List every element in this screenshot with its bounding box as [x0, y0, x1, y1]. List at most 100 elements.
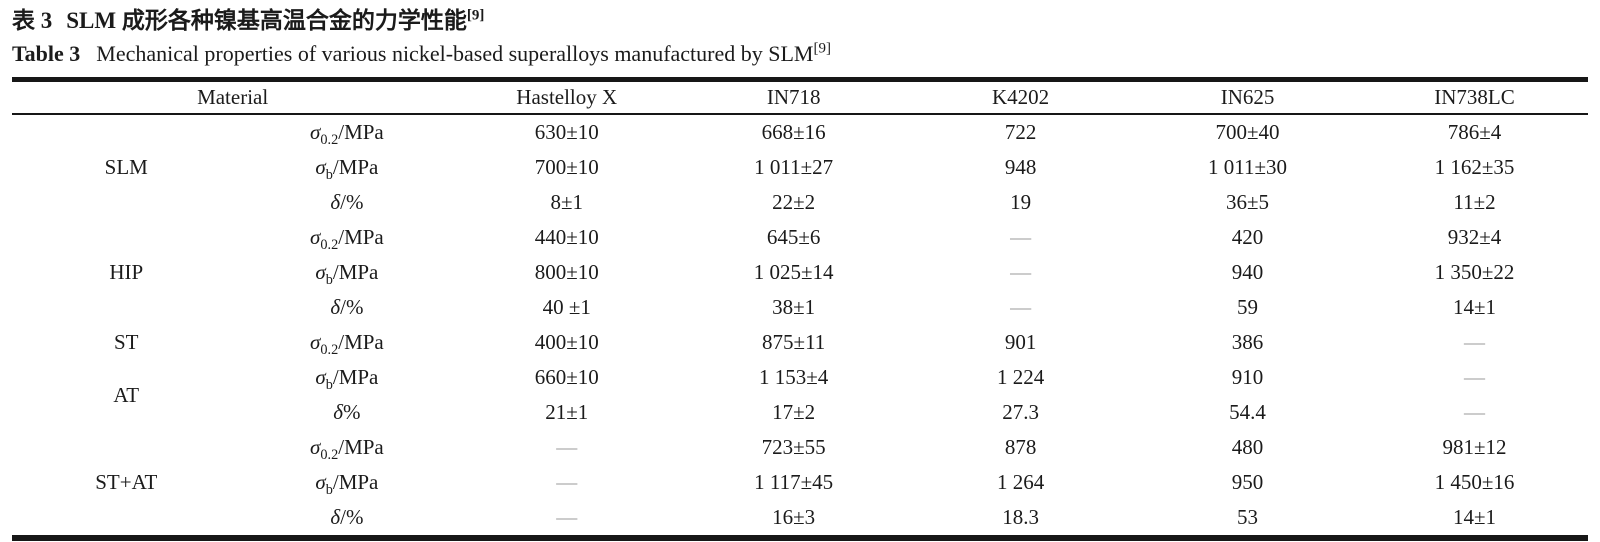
value-cell: 800±10 — [534, 260, 599, 284]
value-cell: 21±1 — [545, 400, 589, 424]
table-row: ST+AT σ0.2/MPa — 723±55 878 480 981±12 — [12, 430, 1588, 494]
value-cell: 19 — [1010, 190, 1032, 214]
value-cell: 645±6 — [766, 225, 821, 249]
property-label: σb/MPa — [315, 365, 379, 394]
value-cell: 440±10 — [534, 225, 599, 249]
property-label: σb/MPa — [315, 470, 379, 499]
value-cell: 400±10 — [534, 330, 599, 354]
value-cell: — — [1010, 260, 1032, 284]
col-header-hastelloy-x: Hastelloy X — [453, 79, 681, 115]
value-cell: 722 — [1004, 120, 1037, 144]
value-cell: 700±10 — [534, 155, 599, 179]
table-row: HIP σ0.2/MPa 440±10 645±6 — 420 932±4 — [12, 220, 1588, 284]
value-cell: 14±1 — [1452, 295, 1497, 319]
value-cell: 386 — [1231, 330, 1264, 354]
header-row: Material Hastelloy X IN718 K4202 IN625 I… — [12, 79, 1588, 115]
value-cell: 420 — [1231, 225, 1264, 249]
value-cell: 36±5 — [1226, 190, 1270, 214]
property-label: δ/% — [330, 190, 364, 214]
value-cell: 981±12 — [1442, 435, 1507, 459]
value-cell: 878 — [1004, 435, 1037, 459]
value-cell: 16±3 — [772, 505, 816, 529]
property-label: δ/% — [330, 505, 364, 529]
value-cell: 53 — [1237, 505, 1259, 529]
value-cell: 17±2 — [772, 400, 816, 424]
property-label: σ0.2/MPa — [310, 225, 384, 254]
table-row: δ% 21±1 17±2 27.3 54.4 — — [12, 395, 1588, 430]
value-cell: — — [556, 470, 578, 494]
value-cell: 22±2 — [772, 190, 816, 214]
table-row: δ/% — 16±3 18.3 53 14±1 — [12, 500, 1588, 538]
property-label: σb/MPa — [315, 260, 379, 289]
value-cell: 901 — [1004, 330, 1037, 354]
value-cell: 630±10 — [534, 120, 599, 144]
property-label: σ0.2/MPa — [310, 330, 384, 359]
value-cell: 11±2 — [1453, 190, 1496, 214]
value-cell: 1 264 — [996, 470, 1045, 494]
table-row: SLM σ0.2/MPa 630±10 668±16 722 700±40 786±4 — [12, 114, 1588, 179]
value-cell: 40 ±1 — [542, 295, 591, 319]
value-cell: 1 025±14 — [753, 260, 834, 284]
value-cell: 1 011±30 — [1208, 155, 1288, 179]
value-cell: 38±1 — [772, 295, 816, 319]
value-cell: 27.3 — [1002, 400, 1039, 424]
col-header-in738lc: IN738LC — [1361, 79, 1588, 115]
value-cell: 932±4 — [1447, 225, 1502, 249]
value-cell: 910 — [1231, 365, 1264, 389]
value-cell: — — [1464, 330, 1485, 354]
value-cell: — — [1464, 400, 1485, 424]
table-body: SLM σ0.2/MPa 630±10 668±16 722 700±40 786±4 σb/… — [12, 114, 1588, 538]
value-cell: — — [1464, 365, 1485, 389]
table-title-zh: 表 3 SLM 成形各种镍基高温合金的力学性能[9] — [12, 4, 1588, 37]
table-row: ST σ0.2/MPa 400±10 875±11 901 386 — — [12, 325, 1588, 360]
property-label: σ0.2/MPa — [310, 120, 384, 149]
value-cell: — — [1010, 225, 1032, 249]
value-cell: 660±10 — [534, 365, 599, 389]
citation-ref-zh: [9] — [466, 7, 485, 24]
table-row: δ/% 40 ±1 38±1 — 59 14±1 — [12, 290, 1588, 325]
property-label: δ/% — [330, 295, 364, 319]
value-cell: 950 — [1231, 470, 1264, 494]
property-label: σ0.2/MPa — [310, 435, 384, 464]
value-cell: 1 117±45 — [754, 470, 834, 494]
value-cell: 18.3 — [1002, 505, 1039, 529]
table-title-en-text: Mechanical properties of various nickel-… — [96, 41, 814, 66]
table-title-en: Table 3 Mechanical properties of various … — [12, 37, 1588, 70]
mechanical-properties-table: Material Hastelloy X IN718 K4202 IN625 I… — [12, 77, 1588, 541]
value-cell: 948 — [1004, 155, 1037, 179]
value-cell: — — [556, 435, 578, 459]
value-cell: 1 153±4 — [759, 365, 829, 389]
value-cell: 8±1 — [550, 190, 583, 214]
table-row: σb/MPa 800±10 1 025±14 — 940 1 350±22 — [12, 255, 1588, 290]
material-group-label: HIP — [109, 260, 144, 284]
value-cell: 786±4 — [1447, 120, 1502, 144]
value-cell: 480 — [1231, 435, 1264, 459]
col-header-in718: IN718 — [680, 79, 908, 115]
material-group-label: ST+AT — [95, 470, 158, 494]
value-cell: 1 011±27 — [754, 155, 834, 179]
value-cell: — — [556, 505, 578, 529]
value-cell: 1 350±22 — [1434, 260, 1515, 284]
value-cell: 668±16 — [761, 120, 826, 144]
table-row: σb/MPa — 1 117±45 1 264 950 1 450±16 — [12, 465, 1588, 500]
value-cell: 1 224 — [996, 365, 1045, 389]
value-cell: 59 — [1237, 295, 1259, 319]
table-row: AT σb/MPa 660±10 1 153±4 1 224 910 — — [12, 360, 1588, 407]
col-header-in625: IN625 — [1134, 79, 1362, 115]
col-header-material: Material — [12, 79, 454, 115]
value-cell: 14±1 — [1452, 505, 1497, 529]
value-cell: 940 — [1231, 260, 1264, 284]
value-cell: — — [1010, 295, 1032, 319]
value-cell: 54.4 — [1229, 400, 1266, 424]
table-title-zh-text: SLM 成形各种镍基高温合金的力学性能 — [66, 8, 467, 33]
table-row: σb/MPa 700±10 1 011±27 948 1 011±30 1 162±35 — [12, 150, 1588, 185]
property-label: σb/MPa — [315, 155, 379, 184]
value-cell: 875±11 — [762, 330, 826, 354]
citation-ref-en: [9] — [813, 40, 832, 57]
value-cell: 723±55 — [761, 435, 826, 459]
table-number-zh: 表 3 — [12, 8, 53, 33]
table-row: δ/% 8±1 22±2 19 36±5 11±2 — [12, 185, 1588, 220]
property-label: δ% — [333, 400, 361, 424]
table-number-en: Table 3 — [12, 41, 81, 66]
